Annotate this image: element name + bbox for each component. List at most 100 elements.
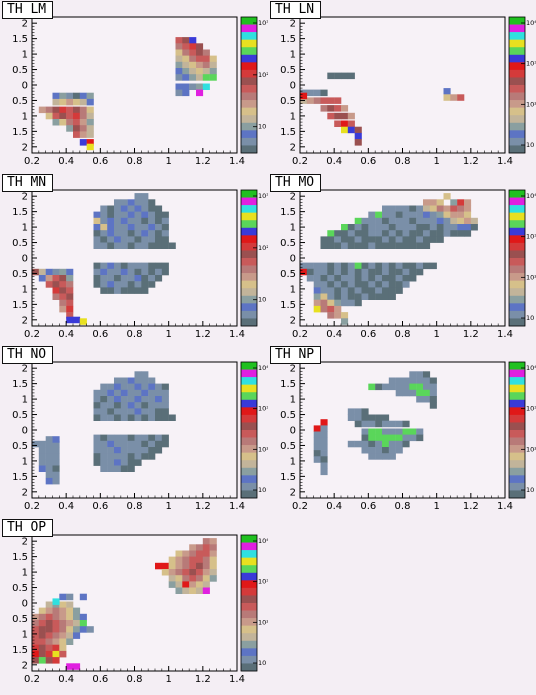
- palette-band: [509, 47, 525, 56]
- heatmap-cell: [189, 556, 197, 564]
- heatmap-cell: [402, 383, 410, 391]
- heatmap-cell: [32, 440, 40, 448]
- heatmap-cell: [45, 632, 53, 639]
- heatmap-cell: [388, 453, 396, 460]
- heatmap-cell: [182, 550, 190, 557]
- palette-label: 10²: [526, 100, 536, 108]
- heatmap-cell: [189, 562, 197, 570]
- heatmap-cell: [45, 465, 53, 472]
- heatmap-cell: [148, 230, 156, 237]
- heatmap-cell: [107, 205, 115, 212]
- heatmap-cell: [100, 287, 108, 294]
- heatmap-cell: [388, 205, 396, 212]
- heatmap-cell: [375, 275, 383, 282]
- heatmap-cell: [347, 120, 355, 127]
- heatmap-cell: [148, 383, 156, 391]
- heatmap-cell: [161, 230, 169, 237]
- y-tick-label: 2: [290, 192, 296, 203]
- heatmap-cell: [429, 230, 437, 237]
- palette-band: [509, 414, 525, 423]
- heatmap-cell: [382, 293, 390, 300]
- heatmap-cell: [327, 236, 335, 243]
- heatmap-cell: [155, 396, 163, 403]
- palette-label: 10: [526, 314, 534, 322]
- palette-band: [241, 580, 257, 589]
- palette-label: 10⁴: [258, 537, 268, 545]
- heatmap-cell: [375, 211, 383, 219]
- heatmap-cell: [320, 468, 328, 476]
- heatmap-cell: [202, 49, 210, 56]
- heatmap-cell: [155, 217, 163, 225]
- heatmap-cell: [66, 299, 74, 307]
- heatmap-cell: [409, 262, 417, 270]
- heatmap-cell: [148, 236, 156, 243]
- heatmap-cell: [120, 408, 128, 415]
- palette-frame: [240, 16, 258, 154]
- heatmap-cell: [79, 613, 87, 621]
- heatmap-cell: [327, 281, 335, 288]
- heatmap-cell: [73, 92, 81, 100]
- heatmap-cell: [52, 92, 60, 100]
- heatmap-cell: [120, 377, 128, 384]
- heatmap-cell: [196, 581, 204, 588]
- palette-band: [509, 39, 525, 48]
- heatmap-cell: [32, 657, 40, 664]
- heatmap-cell: [443, 94, 451, 101]
- heatmap-cell: [334, 293, 342, 300]
- heatmap-cell: [93, 281, 101, 288]
- heatmap-cell: [395, 236, 403, 243]
- y-tick-label: 1: [22, 223, 28, 234]
- x-tick-label: 1.4: [497, 329, 513, 340]
- heatmap-cell: [320, 456, 328, 463]
- heatmap-cell: [375, 447, 383, 454]
- heatmap-cell: [388, 383, 396, 391]
- heatmap-cell: [107, 287, 115, 294]
- palette-band: [241, 475, 257, 484]
- heatmap-cell: [402, 377, 410, 384]
- y-tick-label: 0.5: [280, 65, 296, 76]
- palette-label: 10: [258, 486, 266, 494]
- heatmap-cell: [120, 230, 128, 237]
- heatmap-cell: [443, 230, 451, 237]
- heatmap-cell: [354, 236, 362, 243]
- y-tick-label: 0: [290, 81, 296, 92]
- palette-label: 10³: [258, 578, 268, 586]
- heatmap-cell: [402, 281, 410, 288]
- heatmap-cell: [443, 88, 451, 95]
- heatmap-cell: [313, 275, 321, 282]
- heatmap-cell: [313, 425, 321, 432]
- heatmap-cell: [120, 389, 128, 397]
- heatmap-cell: [134, 205, 142, 212]
- palette-band: [509, 422, 525, 431]
- heatmap-cell: [375, 428, 383, 435]
- heatmap-cell: [86, 106, 94, 114]
- heatmap-cell: [168, 556, 176, 564]
- palette-band: [241, 640, 257, 649]
- heatmap-cell: [141, 230, 149, 237]
- heatmap-cell: [382, 236, 390, 243]
- heatmap-cell: [86, 98, 94, 106]
- heatmap-cell: [38, 638, 46, 645]
- palette-band: [241, 655, 257, 664]
- heatmap-cell: [306, 262, 314, 270]
- y-tick-label: 1: [290, 111, 296, 122]
- heatmap-cell: [45, 607, 53, 615]
- heatmap-cell: [429, 383, 437, 391]
- heatmap-cell: [361, 262, 369, 270]
- heatmap-cell: [45, 471, 53, 479]
- heatmap-cell: [341, 224, 349, 231]
- heatmap-cell: [155, 383, 163, 391]
- heatmap-cell: [59, 632, 67, 639]
- heatmap-cell: [52, 638, 60, 645]
- palette-band: [241, 542, 257, 551]
- y-tick-label: 0: [290, 426, 296, 437]
- heatmap-cell: [134, 434, 142, 442]
- y-tick-label: 0.5: [12, 269, 28, 280]
- heatmap-cell: [334, 105, 342, 112]
- heatmap-cell: [134, 383, 142, 391]
- heatmap-cell: [388, 242, 396, 249]
- x-tick-label: 1.4: [497, 156, 513, 167]
- heatmap-cell: [120, 217, 128, 225]
- heatmap-cell: [155, 236, 163, 243]
- heatmap-cell: [354, 268, 362, 276]
